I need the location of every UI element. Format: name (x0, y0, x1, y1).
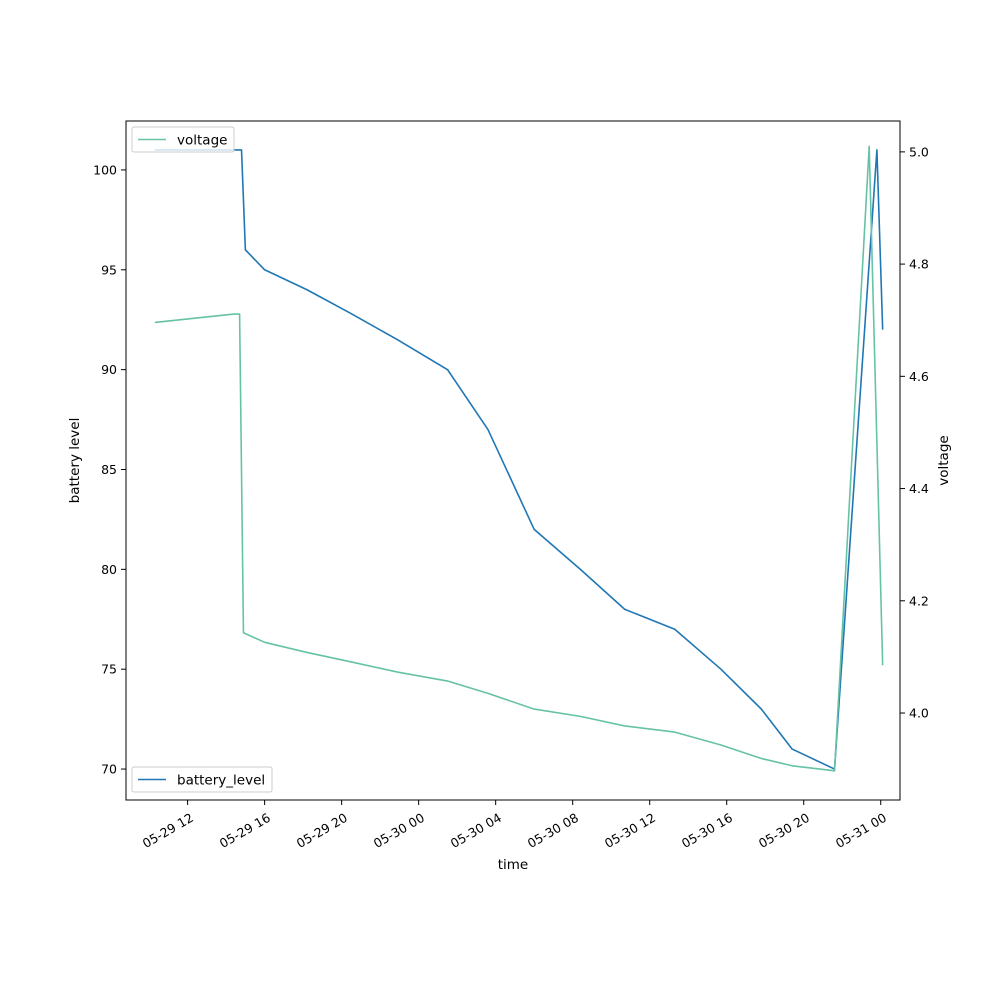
y-left-tick-label-2: 80 (101, 562, 117, 577)
y-left-tick-label-0: 70 (101, 762, 117, 777)
series-line-voltage (154, 145, 884, 772)
legend-battery-level-box (131, 766, 273, 793)
y-axis-right: 4.0 4.2 4.4 4.6 4.8 5.0 (900, 144, 929, 721)
y-axis-left: 70 75 80 85 90 95 100 (93, 162, 126, 777)
y-left-tick-label-1: 75 (101, 662, 117, 677)
series-layer (154, 145, 884, 772)
y-left-tick-label-4: 90 (101, 362, 117, 377)
y-right-tick-label-5: 5.0 (909, 144, 929, 159)
y-left-tick-label-6: 100 (93, 162, 117, 177)
y-right-tick-label-1: 4.2 (909, 593, 929, 608)
legend-voltage-box (131, 126, 235, 153)
legend-battery-level: battery_level (131, 766, 273, 793)
y-left-tick-label-3: 85 (101, 462, 117, 477)
x-axis-label: time (498, 857, 529, 873)
plot-frame (125, 120, 901, 801)
y-right-tick-label-4: 4.8 (909, 257, 929, 272)
y-right-tick-label-3: 4.6 (909, 369, 929, 384)
legend-battery-level-label: battery_level (177, 773, 265, 789)
y-axis-right-label: voltage (936, 435, 952, 485)
y-right-tick-label-0: 4.0 (909, 706, 929, 721)
series-line-battery-level (154, 149, 884, 770)
y-axis-left-label: battery level (67, 418, 83, 504)
legend-voltage-label: voltage (177, 133, 227, 149)
legend-voltage: voltage (131, 126, 235, 153)
y-left-tick-label-5: 95 (101, 262, 117, 277)
y-right-tick-label-2: 4.4 (909, 481, 929, 496)
